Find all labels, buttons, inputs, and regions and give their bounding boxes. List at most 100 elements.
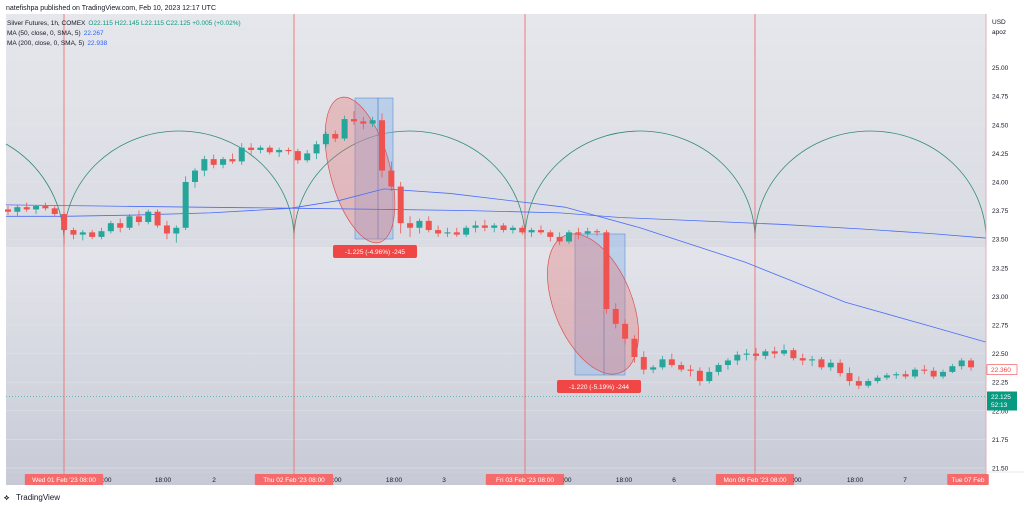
- candle: [790, 347, 797, 361]
- legend-ma200-value: 22.938: [87, 40, 107, 47]
- candle-body: [799, 358, 806, 361]
- candle-body: [603, 232, 610, 309]
- price-tick-label: 21.75: [992, 437, 1009, 444]
- time-tick: Mon 06 Feb '23 08:00: [715, 474, 795, 485]
- candle-body: [435, 230, 442, 234]
- candle-body: [220, 159, 227, 165]
- candle-body: [248, 147, 255, 150]
- candle-body: [883, 375, 890, 378]
- candle: [734, 351, 741, 366]
- measure-tag: -1.220 (-5.19%) -244: [557, 380, 641, 393]
- candle: [89, 230, 96, 240]
- price-axis[interactable]: 21.50 21.75 22.00 22.25 22.50 22.75 23.00 23.25…: [6, 14, 1018, 485]
- candle: [61, 211, 68, 244]
- candle: [369, 116, 376, 128]
- candle: [650, 365, 657, 374]
- candle-body: [369, 120, 376, 124]
- time-tick: Thu 02 Feb '23 08:00: [254, 474, 334, 485]
- candle: [771, 346, 778, 359]
- candle-body: [163, 225, 170, 234]
- candle: [425, 216, 432, 233]
- candle: [818, 357, 825, 370]
- candle-body: [182, 182, 189, 228]
- candle: [537, 225, 544, 235]
- candle-body: [958, 360, 965, 367]
- time-tick: 18:00: [847, 477, 864, 484]
- candle-body: [341, 119, 348, 139]
- cycle-arc: [754, 130, 987, 240]
- candle-body: [827, 362, 834, 368]
- candle-body: [453, 232, 460, 235]
- time-tick-label: 2: [212, 477, 216, 484]
- candle: [678, 361, 685, 372]
- candle-body: [42, 206, 49, 209]
- candle: [107, 220, 114, 234]
- candle-body: [771, 351, 778, 354]
- candle-body: [229, 159, 236, 162]
- candle: [379, 113, 385, 178]
- candles: [5, 111, 975, 390]
- candle: [911, 367, 918, 379]
- candle-body: [51, 208, 58, 215]
- candle-body: [509, 227, 516, 231]
- measure-tag-bg: [333, 245, 417, 258]
- candle: [865, 378, 872, 388]
- time-axis[interactable]: Wed 01 Feb '23 08:00 :00 18:00 2 Thu 02 Feb …: [6, 471, 1024, 485]
- candle: [5, 206, 11, 216]
- candle-body: [846, 373, 853, 382]
- candle: [322, 131, 329, 148]
- candle-body: [930, 370, 937, 377]
- price-tick-label: 21.50: [992, 466, 1009, 473]
- candle: [612, 303, 619, 329]
- candle: [706, 367, 713, 384]
- candle: [304, 149, 311, 163]
- tradingview-logo-icon: ⟡: [4, 493, 10, 502]
- candle: [229, 153, 236, 164]
- candle-body: [322, 133, 329, 145]
- candle-body: [547, 232, 554, 237]
- candle-body: [425, 220, 432, 231]
- price-tick-label: 24.75: [992, 94, 1009, 101]
- candle: [659, 355, 666, 370]
- legend: Silver Futures, 1h, COMEX O22.115 H22.145…: [7, 20, 241, 47]
- candle: [98, 227, 105, 240]
- time-tick-highlight: [24, 474, 104, 485]
- candle-body: [238, 147, 245, 162]
- candle: [594, 228, 601, 236]
- time-tick-label: 18:00: [155, 477, 172, 484]
- last-price-tag-close: 22.125: [991, 394, 1011, 401]
- candle: [388, 161, 395, 192]
- price-tick-label: 24.25: [992, 151, 1009, 158]
- candle: [266, 145, 273, 155]
- candle: [192, 168, 198, 188]
- candle: [70, 227, 77, 240]
- candle-body: [23, 207, 30, 210]
- publish-text: natefishpa published on TradingView.com,…: [6, 5, 216, 12]
- candle: [762, 349, 769, 360]
- price-tick-label: 23.50: [992, 237, 1009, 244]
- price-tick-label: 24.50: [992, 122, 1009, 129]
- ma-line: [6, 188, 987, 343]
- candle-body: [631, 338, 638, 358]
- candle: [715, 362, 722, 376]
- candle: [622, 319, 629, 345]
- candle-body: [79, 232, 86, 235]
- time-tick: Fri 03 Feb '23 08:00: [485, 474, 565, 485]
- time-tick: 7: [903, 477, 907, 484]
- time-tick: 18:00: [616, 477, 633, 484]
- time-tick: Wed 01 Feb '23 08:00: [24, 474, 104, 485]
- candle-body: [584, 231, 591, 234]
- candle-body: [724, 360, 731, 366]
- candle-body: [753, 353, 759, 356]
- candle-body: [257, 147, 264, 150]
- time-tick-label: Fri 03 Feb '23 08:00: [496, 477, 554, 484]
- time-tick-label: :00: [332, 477, 341, 484]
- candle: [444, 227, 451, 237]
- time-tick-highlight: [715, 474, 795, 485]
- candle-body: [210, 159, 217, 165]
- candle-body: [276, 149, 283, 153]
- time-tick-label: 18:00: [616, 477, 633, 484]
- shaded-band: [6, 14, 986, 247]
- candle: [491, 223, 498, 233]
